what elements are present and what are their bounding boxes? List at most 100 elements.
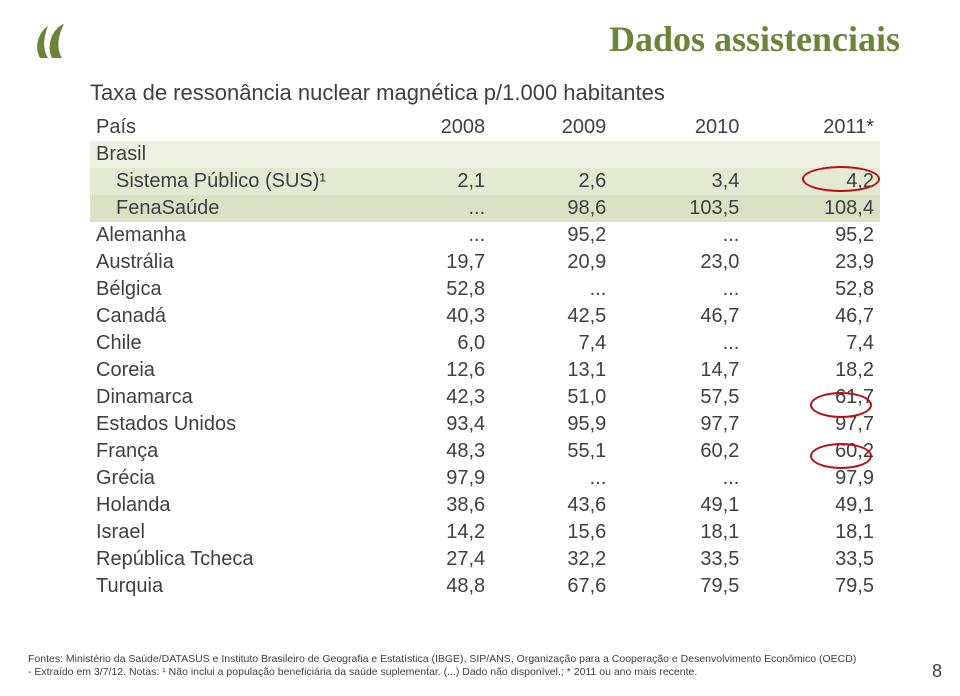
cell: 48,3: [370, 438, 491, 465]
footer-source: Fontes: Ministério da Saúde/DATASUS e In…: [28, 653, 920, 680]
row-label: Israel: [90, 519, 370, 546]
cell: 61,7: [745, 384, 880, 411]
col-pais: País: [90, 114, 370, 141]
cell: 97,9: [745, 465, 880, 492]
cell: 52,8: [370, 276, 491, 303]
cell: 13,1: [491, 357, 612, 384]
row-label: Estados Unidos: [90, 411, 370, 438]
table-row-chile: Chile6,07,4...7,4: [90, 330, 880, 357]
page-number: 8: [932, 661, 942, 682]
table-row-tcheca: República Tcheca27,432,233,533,5: [90, 546, 880, 573]
row-label: República Tcheca: [90, 546, 370, 573]
table-row-dinamarca: Dinamarca42,351,057,561,7: [90, 384, 880, 411]
cell: 43,6: [491, 492, 612, 519]
col-2008: 2008: [370, 114, 491, 141]
cell: ...: [612, 465, 745, 492]
cell: 93,4: [370, 411, 491, 438]
row-label: Chile: [90, 330, 370, 357]
col-2011: 2011*: [745, 114, 880, 141]
cell: ...: [491, 465, 612, 492]
cell: 51,0: [491, 384, 612, 411]
row-label: Alemanha: [90, 222, 370, 249]
cell: 95,2: [491, 222, 612, 249]
cell: 23,9: [745, 249, 880, 276]
col-2009: 2009: [491, 114, 612, 141]
table-row-eua: Estados Unidos93,495,997,797,7: [90, 411, 880, 438]
row-label: Holanda: [90, 492, 370, 519]
row-label: FenaSaúde: [90, 195, 370, 222]
footer-line1: Fontes: Ministério da Saúde/DATASUS e In…: [28, 653, 856, 665]
table-row-grecia: Grécia97,9......97,9: [90, 465, 880, 492]
row-label: França: [90, 438, 370, 465]
cell: 46,7: [745, 303, 880, 330]
cell: 2,6: [491, 168, 612, 195]
cell: 18,1: [745, 519, 880, 546]
cell: 79,5: [612, 573, 745, 600]
table-row-brasil: Brasil: [90, 141, 880, 168]
cell: 67,6: [491, 573, 612, 600]
cell: 49,1: [612, 492, 745, 519]
cell: [370, 141, 491, 168]
cell: 27,4: [370, 546, 491, 573]
cell: 95,9: [491, 411, 612, 438]
table-row-turquia: Turquia48,867,679,579,5: [90, 573, 880, 600]
cell: 12,6: [370, 357, 491, 384]
table-row-canada: Canadá40,342,546,746,7: [90, 303, 880, 330]
cell: ...: [612, 276, 745, 303]
cell: 4,2: [745, 168, 880, 195]
cell: ...: [612, 330, 745, 357]
cell: 103,5: [612, 195, 745, 222]
table-row-franca: França48,355,160,260,2: [90, 438, 880, 465]
footer-line2: - Extraído em 3/7/12. Notas: ¹ Não inclu…: [28, 666, 697, 678]
table-row-belgica: Bélgica52,8......52,8: [90, 276, 880, 303]
row-label: Brasil: [90, 141, 370, 168]
col-2010: 2010: [612, 114, 745, 141]
row-label: Austrália: [90, 249, 370, 276]
cell: 32,2: [491, 546, 612, 573]
data-table-wrap: País2008200920102011*BrasilSistema Públi…: [90, 114, 880, 600]
table-row-alemanha: Alemanha...95,2...95,2: [90, 222, 880, 249]
cell: 40,3: [370, 303, 491, 330]
row-label: Dinamarca: [90, 384, 370, 411]
cell: 42,3: [370, 384, 491, 411]
table-row-israel: Israel14,215,618,118,1: [90, 519, 880, 546]
logo: [28, 18, 76, 71]
cell: 19,7: [370, 249, 491, 276]
page-title: Dados assistenciais: [609, 18, 900, 60]
cell: 33,5: [745, 546, 880, 573]
row-label: Canadá: [90, 303, 370, 330]
row-label: Bélgica: [90, 276, 370, 303]
subtitle: Taxa de ressonância nuclear magnética p/…: [90, 80, 665, 106]
cell: 2,1: [370, 168, 491, 195]
data-table: País2008200920102011*BrasilSistema Públi…: [90, 114, 880, 600]
cell: 20,9: [491, 249, 612, 276]
cell: 14,7: [612, 357, 745, 384]
cell: 48,8: [370, 573, 491, 600]
row-label: Grécia: [90, 465, 370, 492]
cell: 42,5: [491, 303, 612, 330]
cell: 52,8: [745, 276, 880, 303]
table-row-australia: Austrália19,720,923,023,9: [90, 249, 880, 276]
cell: ...: [612, 222, 745, 249]
cell: [612, 141, 745, 168]
table-row-fena: FenaSaúde...98,6103,5108,4: [90, 195, 880, 222]
cell: 98,6: [491, 195, 612, 222]
cell: 14,2: [370, 519, 491, 546]
cell: 3,4: [612, 168, 745, 195]
cell: 33,5: [612, 546, 745, 573]
row-label: Coreia: [90, 357, 370, 384]
cell: ...: [491, 276, 612, 303]
cell: 7,4: [491, 330, 612, 357]
cell: 57,5: [612, 384, 745, 411]
cell: ...: [370, 222, 491, 249]
row-label: Turquia: [90, 573, 370, 600]
table-row-coreia: Coreia12,613,114,718,2: [90, 357, 880, 384]
cell: 18,1: [612, 519, 745, 546]
cell: 18,2: [745, 357, 880, 384]
cell: 108,4: [745, 195, 880, 222]
cell: 55,1: [491, 438, 612, 465]
cell: 7,4: [745, 330, 880, 357]
table-row-holanda: Holanda38,643,649,149,1: [90, 492, 880, 519]
table-header: País2008200920102011*: [90, 114, 880, 141]
cell: 23,0: [612, 249, 745, 276]
